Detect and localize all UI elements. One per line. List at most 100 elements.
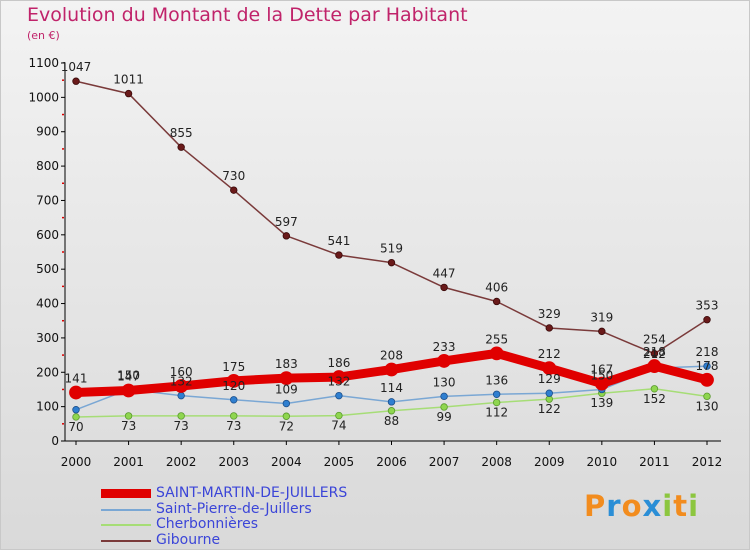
data-label-2: 122 <box>538 402 561 416</box>
data-label-0: 212 <box>538 347 561 361</box>
x-tick-label: 2007 <box>429 455 460 469</box>
logo-letter: x <box>642 489 663 523</box>
data-label-3: 447 <box>433 266 456 280</box>
series-point-0 <box>647 359 662 373</box>
series-point-0 <box>226 373 241 388</box>
series-point-2 <box>177 412 185 420</box>
data-label-1: 150 <box>590 368 613 382</box>
x-tick-label: 2010 <box>587 455 618 469</box>
series-point-3 <box>230 186 238 194</box>
legend-label-gibourne: Gibourne <box>156 531 221 548</box>
series-point-0 <box>174 379 189 393</box>
data-label-0: 141 <box>65 372 88 386</box>
data-label-2: 99 <box>436 410 451 424</box>
data-label-3: 541 <box>327 234 350 248</box>
series-point-2 <box>72 413 80 421</box>
series-point-2 <box>387 407 396 415</box>
data-label-2: 70 <box>68 420 83 434</box>
x-tick-label: 2000 <box>61 455 92 469</box>
series-point-3 <box>492 297 501 306</box>
series-point-3 <box>650 350 659 358</box>
series-point-1 <box>72 406 80 414</box>
series-point-2 <box>440 403 448 411</box>
x-tick-label: 2002 <box>166 455 197 469</box>
series-point-1 <box>387 398 396 406</box>
series-point-3 <box>545 324 553 332</box>
data-label-3: 254 <box>643 333 666 347</box>
logo-letter: P <box>584 489 607 523</box>
data-label-1: 136 <box>485 373 508 387</box>
series-point-0 <box>332 370 346 384</box>
data-label-2: 72 <box>279 419 294 433</box>
chart-title: Evolution du Montant de la Dette par Hab… <box>27 4 468 26</box>
series-point-3 <box>72 77 80 85</box>
logo-letter: i <box>662 489 674 523</box>
legend-swatch-saint-martin <box>101 489 151 498</box>
data-label-3: 406 <box>485 280 508 294</box>
data-label-1: 109 <box>275 383 298 397</box>
series-point-0 <box>542 361 557 376</box>
data-label-0: 147 <box>117 369 140 383</box>
data-label-0: 218 <box>643 345 666 359</box>
data-label-0: 255 <box>485 332 508 346</box>
data-label-1: 150 <box>117 368 140 382</box>
series-point-3 <box>387 258 396 267</box>
series-point-3 <box>177 143 185 151</box>
series-point-3 <box>282 232 291 240</box>
data-label-2: 88 <box>384 414 399 428</box>
data-label-0: 183 <box>275 357 298 371</box>
data-label-3: 329 <box>538 307 561 321</box>
x-tick-label: 2009 <box>534 455 565 469</box>
data-label-2: 74 <box>331 419 346 433</box>
logo-letter: o <box>621 489 643 523</box>
y-tick-label: 400 <box>36 297 59 311</box>
data-label-2: 73 <box>121 419 136 433</box>
data-label-0: 167 <box>590 363 613 377</box>
data-label-2: 139 <box>590 396 613 410</box>
x-tick-label: 2011 <box>639 455 670 469</box>
series-point-1 <box>703 362 711 370</box>
data-label-3: 519 <box>380 242 403 256</box>
series-point-2 <box>230 412 238 420</box>
series-point-3 <box>440 283 448 292</box>
series-point-1 <box>335 391 343 400</box>
series-point-1 <box>545 389 553 397</box>
y-tick-label: 300 <box>36 331 59 345</box>
series-point-2 <box>650 385 659 393</box>
y-tick-label: 500 <box>36 262 59 276</box>
data-label-3: 353 <box>696 299 719 313</box>
y-tick-label: 1000 <box>28 90 59 104</box>
y-tick-label: 1100 <box>28 56 59 70</box>
data-label-3: 730 <box>222 169 245 183</box>
data-label-3: 855 <box>170 126 193 140</box>
data-label-3: 319 <box>590 310 613 324</box>
series-point-0 <box>121 383 136 398</box>
series-point-2 <box>703 392 711 401</box>
data-label-1: 120 <box>222 379 245 393</box>
legend-label-cherbonnieres: Cherbonnières <box>156 516 259 532</box>
x-tick-label: 2006 <box>376 455 407 469</box>
data-label-1: 114 <box>380 381 403 395</box>
series-point-3 <box>703 315 711 324</box>
data-label-3: 1011 <box>113 73 144 87</box>
series-point-1 <box>440 392 448 401</box>
series-point-1 <box>282 399 291 408</box>
legend-swatch-saint-pierre <box>101 508 151 511</box>
x-tick-label: 2008 <box>481 455 512 469</box>
series-point-3 <box>335 251 343 259</box>
y-tick-label: 200 <box>36 365 59 379</box>
data-label-1: 130 <box>433 375 456 389</box>
logo-letter: t <box>673 489 689 523</box>
data-label-0: 160 <box>170 365 193 379</box>
x-tick-label: 2001 <box>113 455 144 469</box>
y-tick-label: 100 <box>36 400 59 414</box>
data-label-1: 218 <box>696 345 719 359</box>
data-label-1: 132 <box>170 375 193 389</box>
series-point-1 <box>230 396 238 404</box>
data-label-2: 152 <box>643 392 666 406</box>
data-label-0: 233 <box>433 340 456 354</box>
series-point-0 <box>384 362 399 377</box>
series-point-3 <box>598 327 606 336</box>
